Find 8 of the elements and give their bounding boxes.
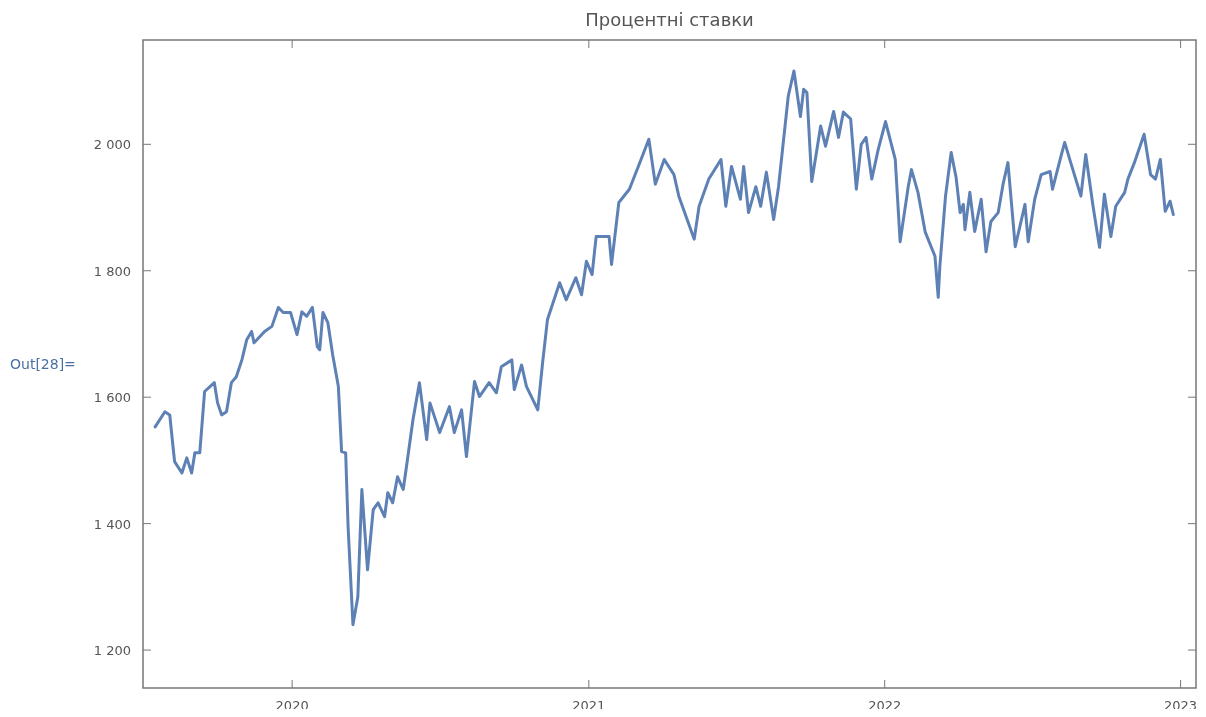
chart-title: Процентні ставки [585, 9, 754, 30]
text: Out[28]= [10, 356, 76, 372]
y-tick-label: 1 200 [93, 643, 131, 659]
y-tick-label: 1 600 [93, 390, 131, 406]
line-series [153, 69, 1175, 627]
y-tick-label: 2 000 [93, 137, 131, 153]
y-tick-label: 1 400 [93, 516, 131, 532]
y-tick-label: 1 800 [93, 263, 131, 279]
